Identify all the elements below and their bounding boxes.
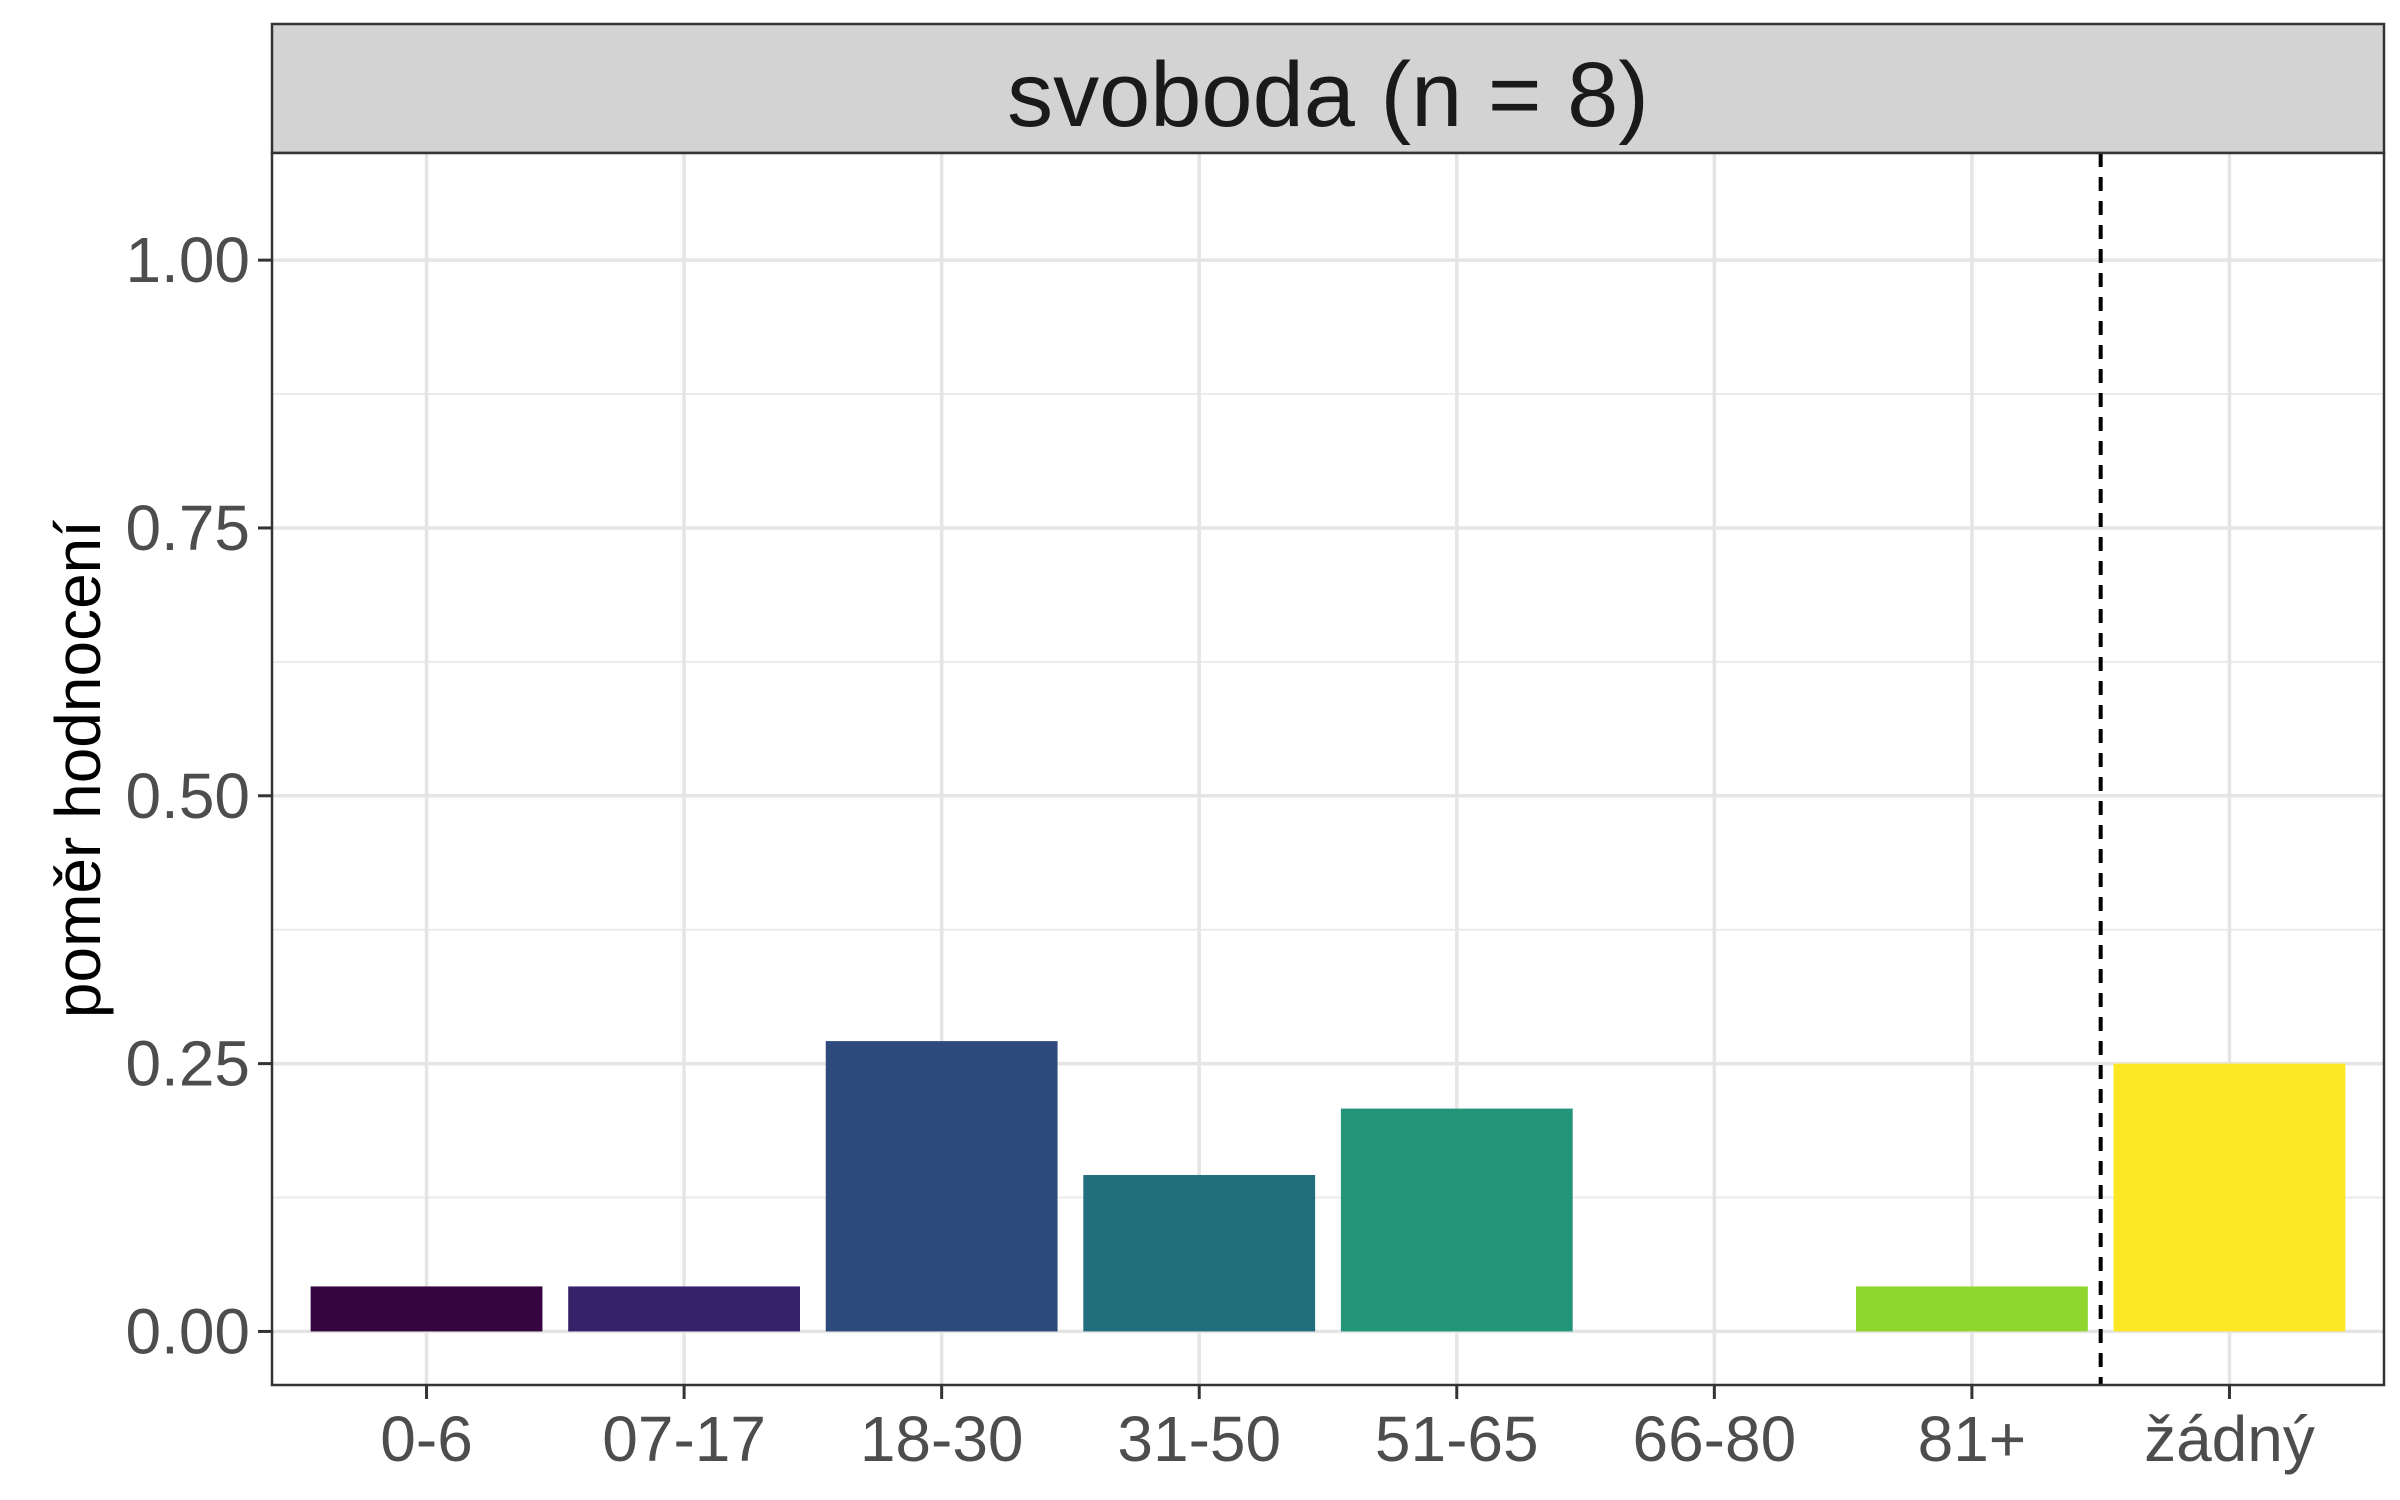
y-tick-label: 0.00 — [125, 1295, 250, 1367]
bar-07-17 — [568, 1286, 800, 1332]
bars — [310, 1041, 2346, 1332]
y-tick-label: 1.00 — [125, 224, 250, 296]
facet-title: svoboda (n = 8) — [1007, 44, 1649, 146]
x-axis: 0-6 07-17 18-30 31-50 51-65 66-80 81+ žádný — [380, 1385, 2315, 1475]
strip-background — [270, 22, 2386, 155]
panel-border — [270, 151, 2386, 1387]
bar-žádný — [2113, 1063, 2346, 1332]
plot-panel — [272, 153, 2384, 1385]
x-tick-label: 31-50 — [1117, 1403, 1281, 1475]
x-tick-label: 51-65 — [1375, 1403, 1539, 1475]
x-tick-label: 0-6 — [380, 1403, 473, 1475]
y-tick-label: 0.75 — [125, 492, 250, 564]
bar-81+ — [1856, 1286, 2088, 1332]
grid — [272, 153, 2384, 1385]
bar-51-65 — [1340, 1108, 1573, 1332]
x-tick-label: 66-80 — [1632, 1403, 1796, 1475]
bar-0-6 — [310, 1286, 543, 1332]
x-tick-label: 07-17 — [602, 1403, 766, 1475]
x-tick-label: 81+ — [1918, 1403, 2027, 1475]
y-axis-title: poměr hodnocení — [42, 520, 114, 1018]
x-tick-label: žádný — [2144, 1403, 2315, 1475]
bar-31-50 — [1083, 1175, 1316, 1332]
x-tick-label: 18-30 — [860, 1403, 1024, 1475]
y-axis: 0.00 0.25 0.50 0.75 1.00 — [125, 224, 272, 1367]
y-tick-label: 0.25 — [125, 1028, 250, 1100]
bar-18-30 — [825, 1041, 1058, 1332]
y-tick-label: 0.50 — [125, 760, 250, 832]
